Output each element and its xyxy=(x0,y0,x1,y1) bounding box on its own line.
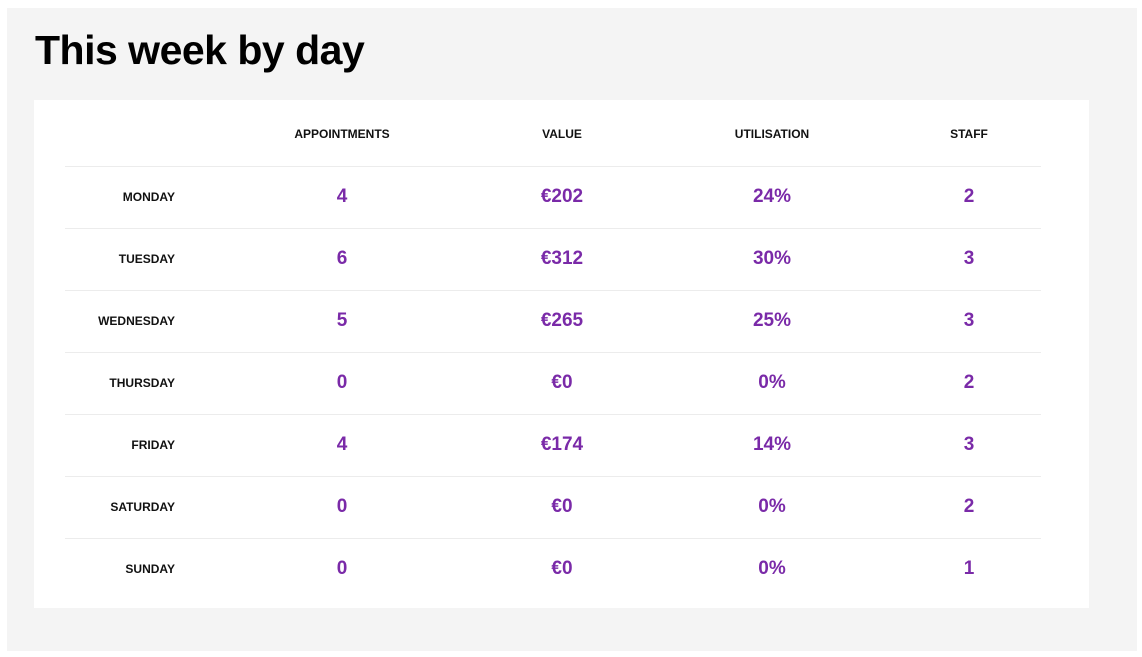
day-label: SATURDAY xyxy=(65,476,207,539)
header-staff: STAFF xyxy=(897,100,1041,167)
day-label: THURSDAY xyxy=(65,352,207,415)
appointments-value: 5 xyxy=(207,290,477,353)
week-table-card: APPOINTMENTS VALUE UTILISATION STAFF MON… xyxy=(34,100,1089,608)
staff-count: 2 xyxy=(897,352,1041,415)
staff-count: 2 xyxy=(897,476,1041,539)
value-amount: €0 xyxy=(477,352,647,415)
utilisation-value: 30% xyxy=(647,228,897,291)
day-label: FRIDAY xyxy=(65,414,207,477)
day-label: TUESDAY xyxy=(65,228,207,291)
header-appointments: APPOINTMENTS xyxy=(207,100,477,167)
utilisation-value: 0% xyxy=(647,476,897,539)
utilisation-value: 0% xyxy=(647,352,897,415)
utilisation-value: 24% xyxy=(647,166,897,229)
day-label: WEDNESDAY xyxy=(65,290,207,353)
table-row: MONDAY 4 €202 24% 2 xyxy=(65,166,1041,229)
weekly-summary-panel: This week by day APPOINTMENTS VALUE UTIL… xyxy=(7,8,1137,651)
utilisation-value: 25% xyxy=(647,290,897,353)
table-row: THURSDAY 0 €0 0% 2 xyxy=(65,352,1041,415)
value-amount: €312 xyxy=(477,228,647,291)
value-amount: €0 xyxy=(477,476,647,539)
appointments-value: 4 xyxy=(207,414,477,477)
staff-count: 2 xyxy=(897,166,1041,229)
appointments-value: 0 xyxy=(207,476,477,539)
table-row: FRIDAY 4 €174 14% 3 xyxy=(65,414,1041,477)
staff-count: 3 xyxy=(897,414,1041,477)
week-by-day-table: APPOINTMENTS VALUE UTILISATION STAFF MON… xyxy=(65,100,1041,600)
appointments-value: 6 xyxy=(207,228,477,291)
value-amount: €0 xyxy=(551,558,573,580)
appointments-value: 4 xyxy=(207,166,477,229)
day-label: SUNDAY xyxy=(125,562,175,577)
table-row: SUNDAY 0 €0 0% 1 xyxy=(65,538,1041,600)
utilisation-value: 14% xyxy=(647,414,897,477)
table-row: TUESDAY 6 €312 30% 3 xyxy=(65,228,1041,291)
value-amount: €202 xyxy=(477,166,647,229)
staff-count: 3 xyxy=(897,290,1041,353)
utilisation-value: 0% xyxy=(758,558,786,580)
staff-count: 3 xyxy=(897,228,1041,291)
table-row: SATURDAY 0 €0 0% 2 xyxy=(65,476,1041,539)
table-row: WEDNESDAY 5 €265 25% 3 xyxy=(65,290,1041,353)
header-day xyxy=(65,100,207,167)
day-label: MONDAY xyxy=(65,166,207,229)
value-amount: €265 xyxy=(477,290,647,353)
value-amount: €174 xyxy=(477,414,647,477)
page-title: This week by day xyxy=(35,27,365,73)
table-header-row: APPOINTMENTS VALUE UTILISATION STAFF xyxy=(65,100,1041,167)
header-value: VALUE xyxy=(477,100,647,167)
appointments-value: 0 xyxy=(336,558,348,580)
header-utilisation: UTILISATION xyxy=(647,100,897,167)
appointments-value: 0 xyxy=(207,352,477,415)
staff-count: 1 xyxy=(963,558,975,580)
